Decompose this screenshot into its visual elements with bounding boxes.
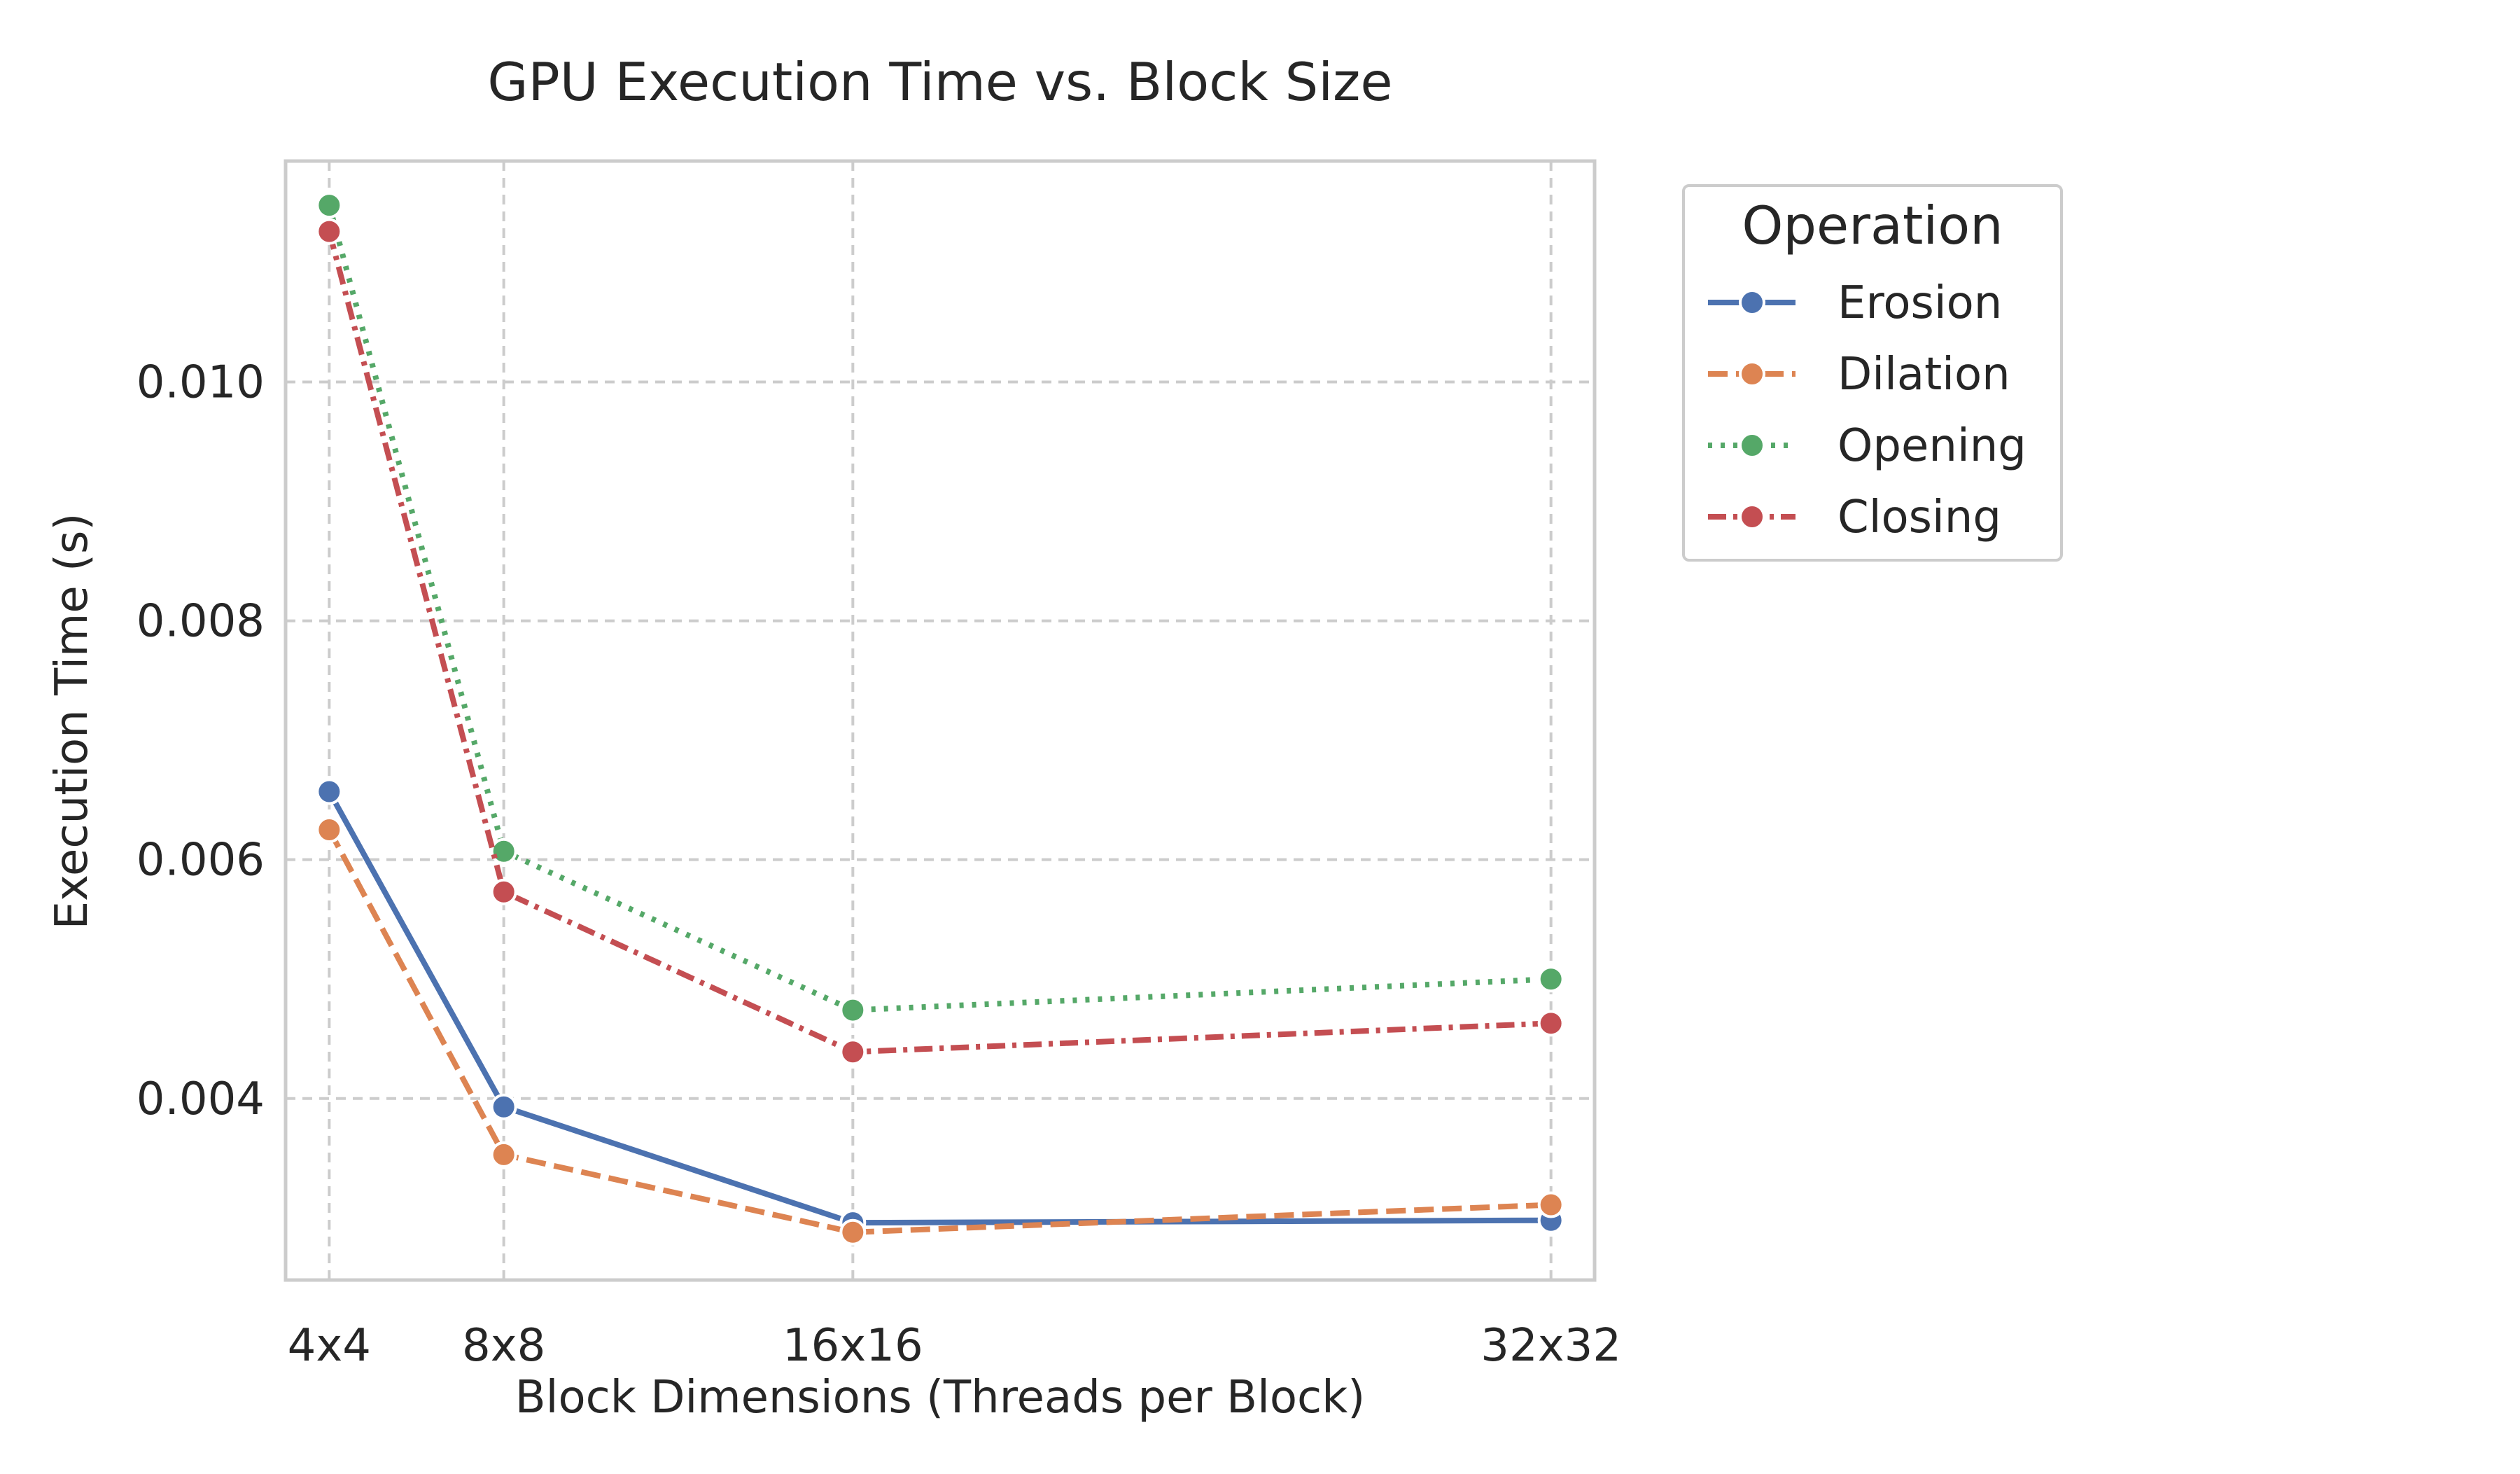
data-point xyxy=(490,837,517,865)
y-axis-ticks: 0.004 0.006 0.008 0.010 xyxy=(136,357,265,1125)
legend-label: Closing xyxy=(1837,492,2001,543)
data-point xyxy=(839,1218,867,1246)
y-tick-label: 0.010 xyxy=(136,357,265,409)
y-tick-label: 0.006 xyxy=(136,835,265,887)
legend-marker xyxy=(1739,503,1765,530)
y-tick-label: 0.004 xyxy=(136,1073,265,1125)
data-point xyxy=(839,996,867,1024)
legend: Operation Erosion Dilation Opening Closing xyxy=(1682,184,2063,562)
data-point xyxy=(316,778,343,805)
legend-title: Operation xyxy=(1742,195,2003,256)
legend-frame xyxy=(1682,184,2063,562)
x-tick-label: 16x16 xyxy=(783,1320,923,1372)
data-point xyxy=(839,1038,867,1066)
x-tick-label: 32x32 xyxy=(1480,1320,1621,1372)
series-line xyxy=(326,204,1551,1013)
series-closing xyxy=(316,218,1564,1066)
y-axis-label: Execution Time (s) xyxy=(46,513,98,930)
data-point xyxy=(490,1093,517,1120)
legend-marker xyxy=(1739,289,1765,316)
legend-label: Dilation xyxy=(1837,349,2010,401)
legend-marker xyxy=(1739,361,1765,387)
legend-items: Erosion Dilation Opening Closing xyxy=(1708,277,2026,543)
legend-label: Erosion xyxy=(1837,277,2002,329)
legend-item-dilation: Dilation xyxy=(1708,349,2010,401)
legend-item-closing: Closing xyxy=(1708,492,2001,543)
series-line xyxy=(326,790,1551,1226)
y-tick-label: 0.008 xyxy=(136,596,265,648)
x-tick-label: 4x4 xyxy=(288,1320,371,1372)
data-point xyxy=(316,816,343,844)
series-layer xyxy=(316,192,1564,1246)
data-point xyxy=(316,218,343,245)
legend-marker xyxy=(1739,432,1765,459)
legend-item-opening: Opening xyxy=(1708,420,2026,472)
plot-frame xyxy=(284,159,1597,1282)
legend-item-erosion: Erosion xyxy=(1708,277,2002,329)
series-opening xyxy=(316,192,1564,1024)
grid xyxy=(286,161,1595,1280)
series-line xyxy=(326,828,1551,1235)
legend-label: Opening xyxy=(1837,420,2026,472)
data-point xyxy=(490,1141,517,1168)
data-point xyxy=(316,192,343,219)
x-axis-ticks: 4x4 8x8 16x16 32x32 xyxy=(288,1320,1621,1372)
series-dilation xyxy=(316,816,1564,1246)
x-tick-label: 8x8 xyxy=(462,1320,545,1372)
data-point xyxy=(1537,1191,1564,1218)
data-point xyxy=(1537,966,1564,993)
series-line xyxy=(326,230,1551,1055)
chart-title: GPU Execution Time vs. Block Size xyxy=(487,51,1392,113)
data-point xyxy=(1537,1010,1564,1037)
data-point xyxy=(490,878,517,905)
x-axis-label: Block Dimensions (Threads per Block) xyxy=(515,1372,1365,1424)
